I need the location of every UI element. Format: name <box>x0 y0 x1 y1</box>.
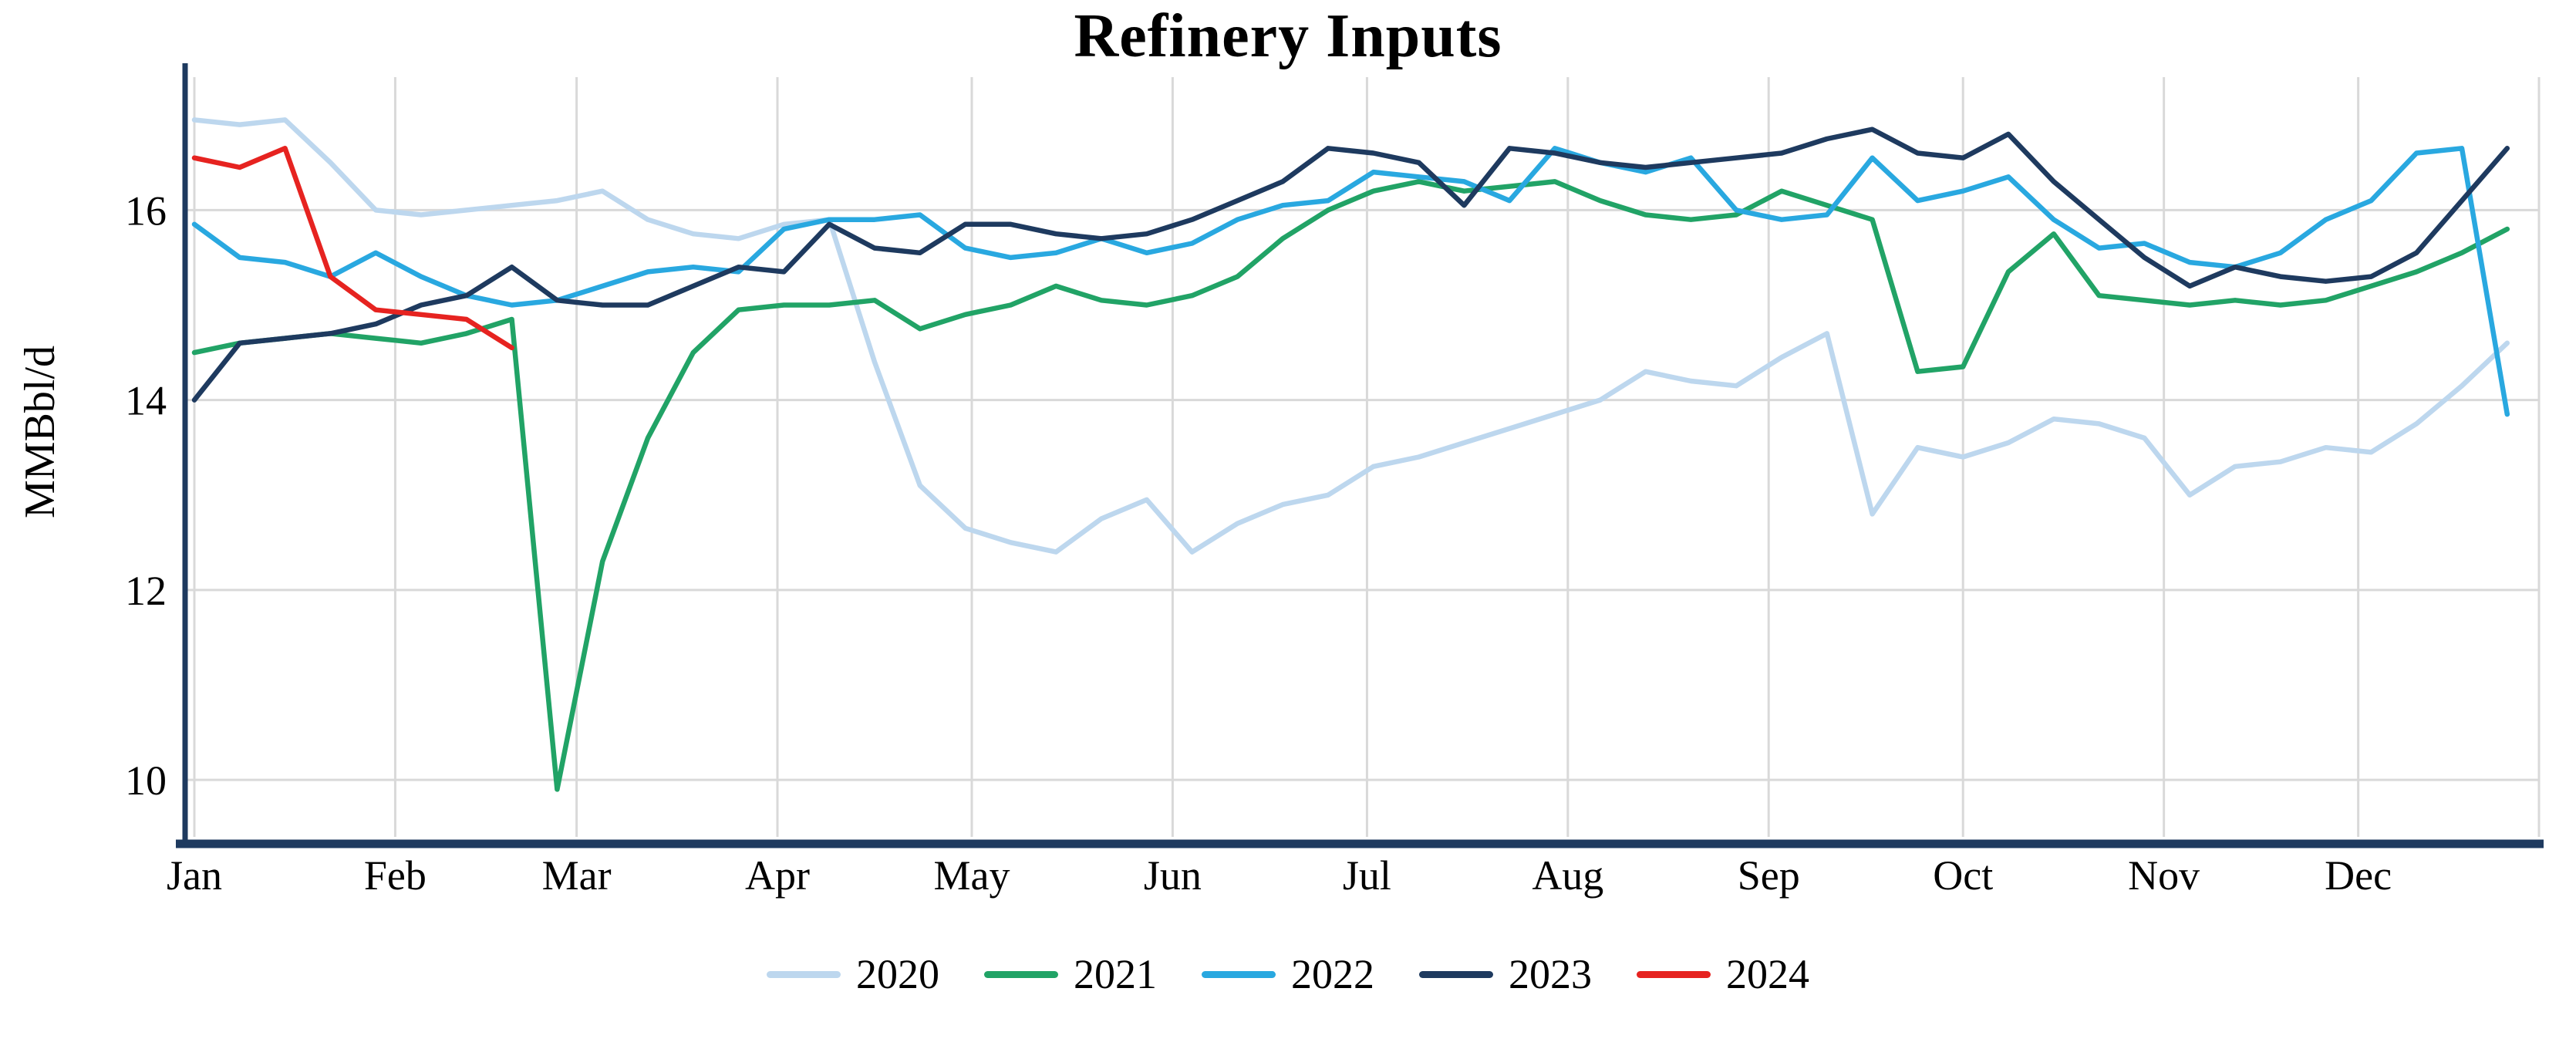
x-tick-label-May: May <box>934 852 1010 899</box>
x-tick-label-Jul: Jul <box>1343 852 1391 899</box>
series-line-2023 <box>191 126 2510 403</box>
legend-item-2020: 2020 <box>767 950 939 998</box>
legend-swatch-2020 <box>767 970 841 978</box>
legend-label-2022: 2022 <box>1291 951 1374 997</box>
x-tick-label-Sep: Sep <box>1738 852 1800 899</box>
legend-label-2024: 2024 <box>1726 951 1809 997</box>
chart-title: Refinery Inputs <box>1074 2 1502 70</box>
series-line-2024 <box>191 146 514 351</box>
series-line-2020 <box>191 117 2510 555</box>
x-tick-label-Dec: Dec <box>2325 852 2392 899</box>
legend-item-2021: 2021 <box>984 950 1157 998</box>
legend-swatch-2021 <box>984 970 1058 978</box>
legend-label-2021: 2021 <box>1074 951 1157 997</box>
legend-item-2023: 2023 <box>1419 950 1592 998</box>
x-tick-label-Feb: Feb <box>364 852 427 899</box>
chart-svg: 10 12 14 16 Jan Feb Mar Apr May Jun Jul Aug Sep Oct No… <box>125 63 2544 899</box>
legend-swatch-2023 <box>1419 970 1493 978</box>
x-tick-label-Oct: Oct <box>1933 852 1993 899</box>
legend-label-2023: 2023 <box>1509 951 1592 997</box>
series-line-2021 <box>191 179 2510 792</box>
x-tick-label-Mar: Mar <box>542 852 612 899</box>
y-tick-label-10: 10 <box>125 757 167 804</box>
y-tick-label-16: 16 <box>125 187 167 234</box>
legend: 2020 2021 2022 2023 2024 <box>0 939 2576 1009</box>
legend-item-2024: 2024 <box>1637 950 1809 998</box>
legend-label-2020: 2020 <box>856 951 939 997</box>
x-tick-label-Nov: Nov <box>2128 852 2200 899</box>
x-tick-label-Jan: Jan <box>167 852 222 899</box>
series-line-2022 <box>191 146 2510 417</box>
legend-swatch-2022 <box>1202 970 1276 978</box>
legend-swatch-2024 <box>1637 970 1711 978</box>
legend-item-2022: 2022 <box>1202 950 1374 998</box>
y-tick-label-14: 14 <box>125 378 167 424</box>
x-tick-label-Aug: Aug <box>1532 852 1603 899</box>
x-tick-label-Jun: Jun <box>1144 852 1202 899</box>
x-tick-label-Apr: Apr <box>745 852 810 899</box>
y-tick-label-12: 12 <box>125 568 167 614</box>
